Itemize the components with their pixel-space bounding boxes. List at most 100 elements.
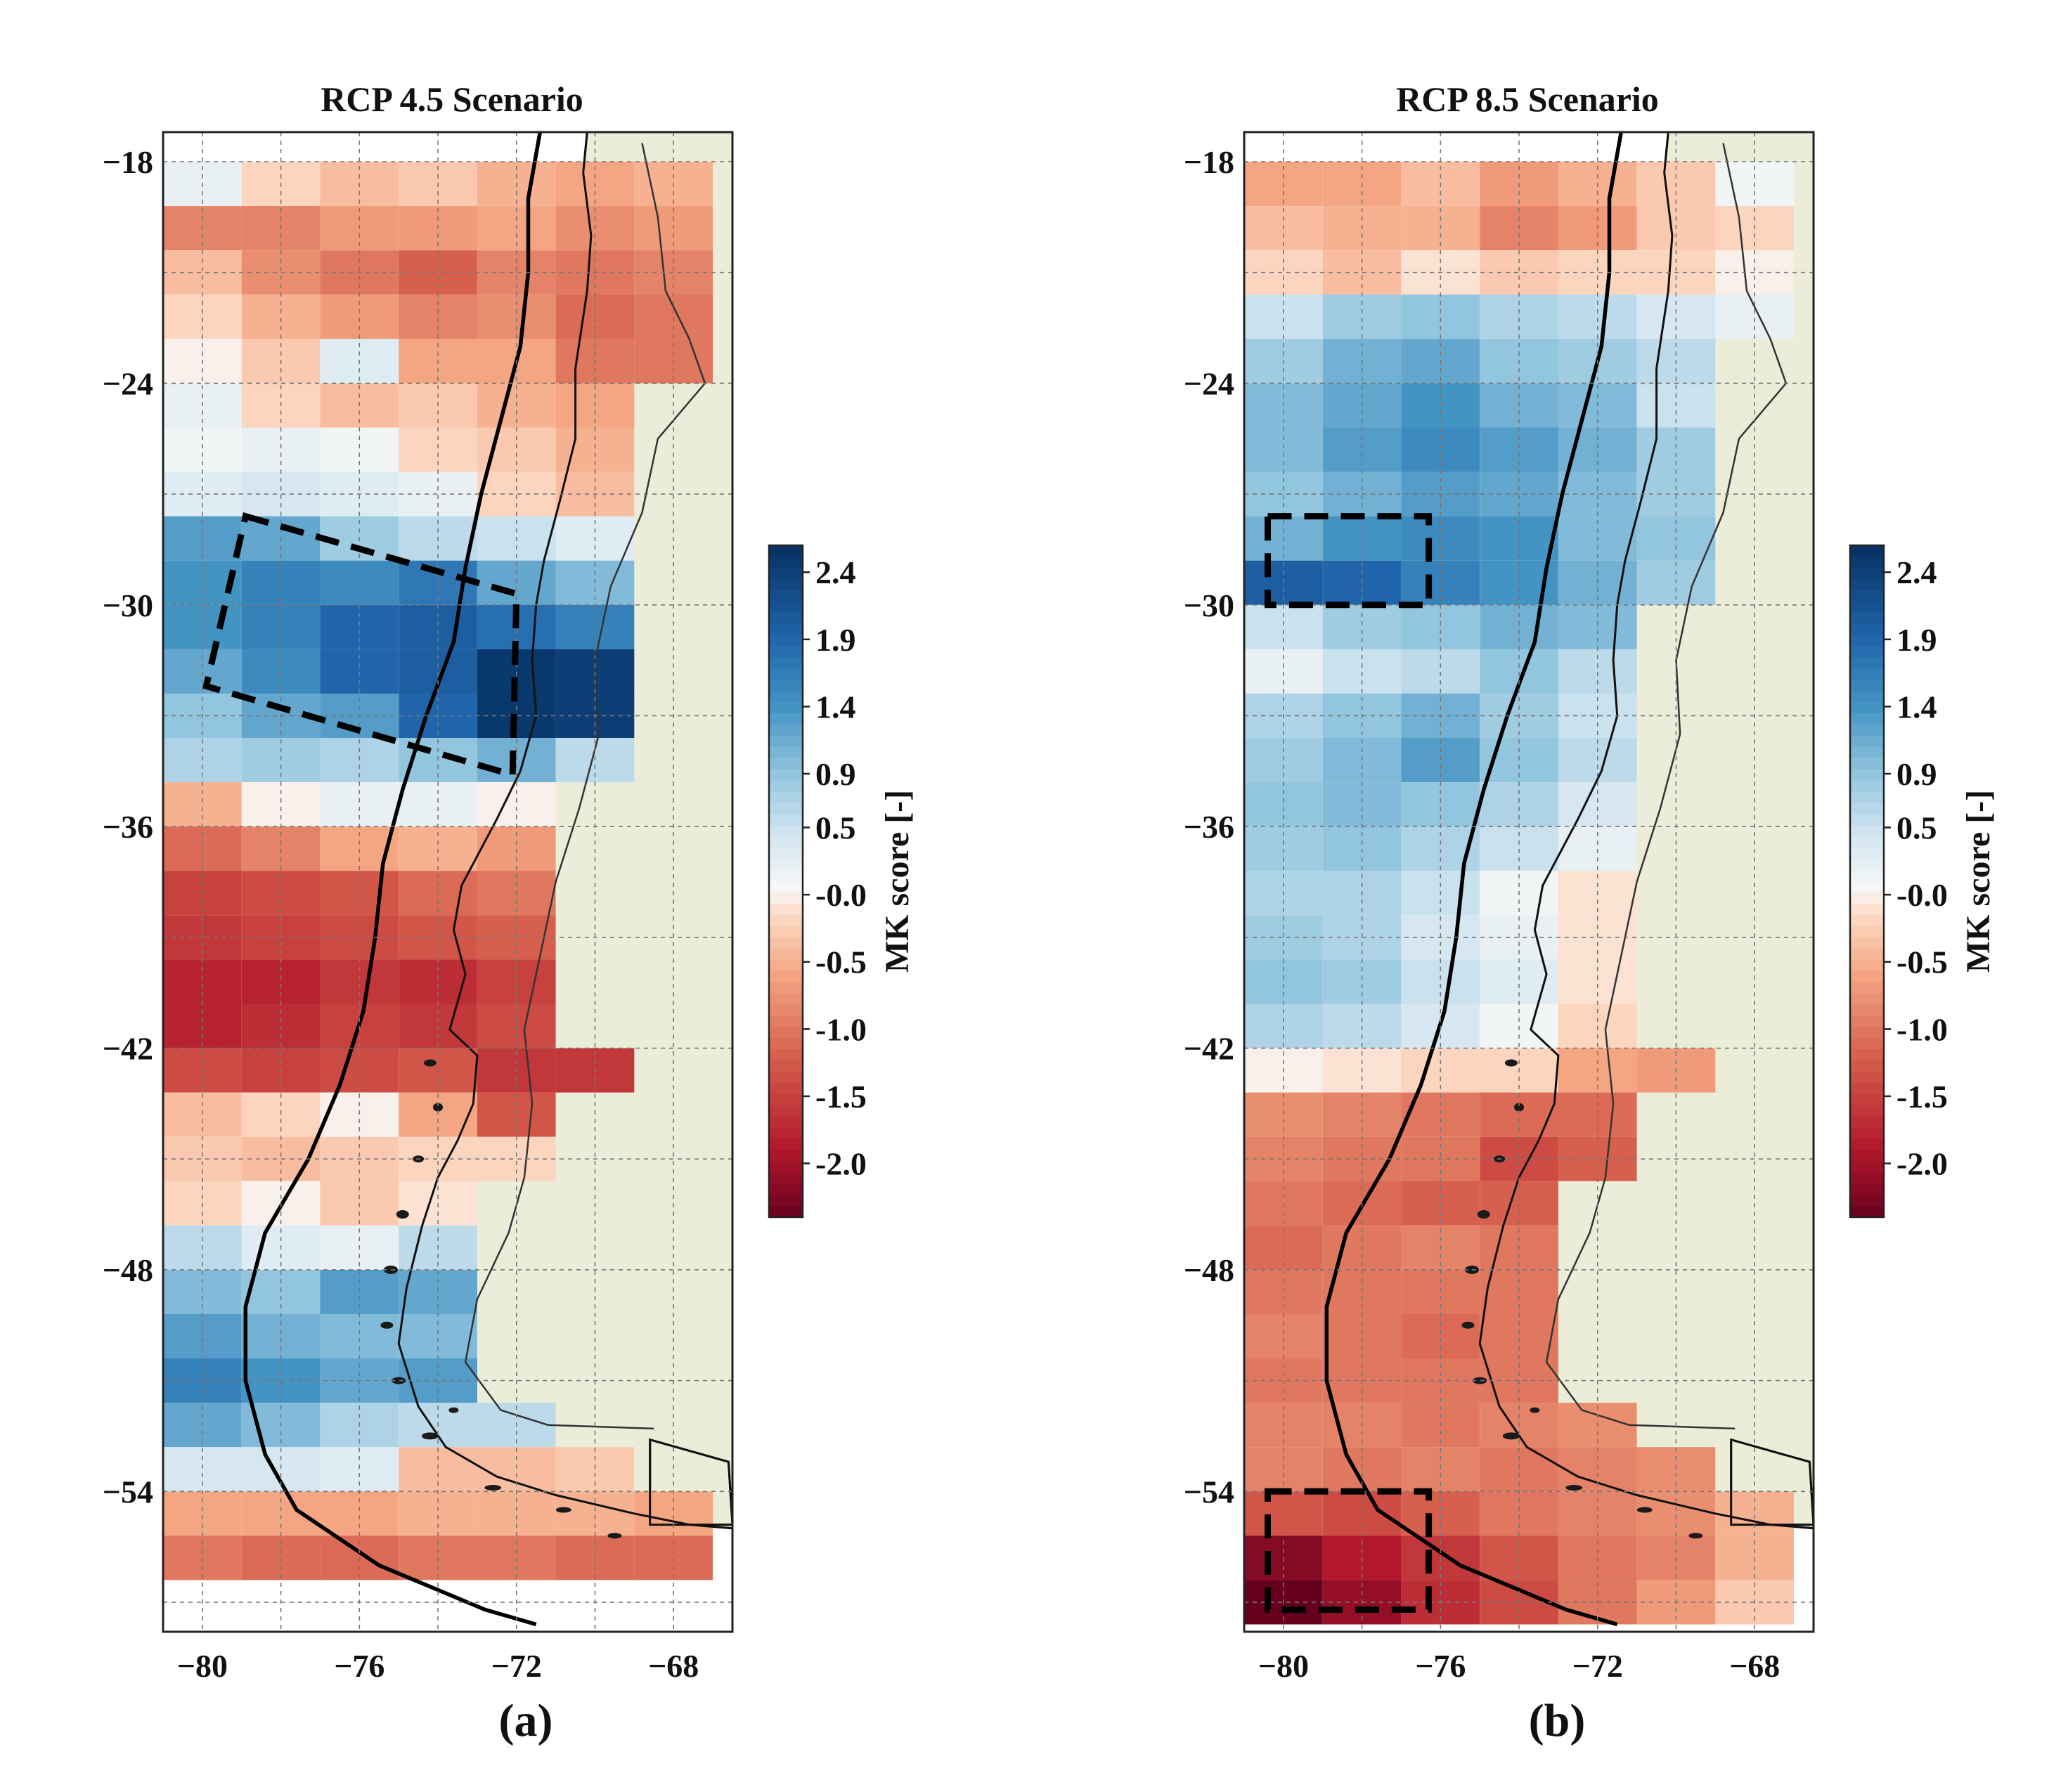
colorbar-segment (1850, 1082, 1884, 1095)
colorbar-segment (769, 993, 803, 1005)
y-tick-label: −48 (1184, 1252, 1234, 1288)
x-tick-label: −68 (648, 1648, 699, 1684)
heatmap-cell (1322, 1491, 1402, 1536)
heatmap-cell (1322, 782, 1402, 827)
island (392, 1377, 406, 1384)
heatmap-cell (1322, 427, 1402, 472)
colorbar-segment (1850, 769, 1884, 781)
heatmap-cell (1558, 959, 1637, 1004)
colorbar-segment (769, 724, 803, 736)
colorbar-segment (769, 848, 803, 859)
colorbar-segment (1850, 601, 1884, 613)
colorbar-segment (1850, 926, 1884, 938)
heatmap-cell (1244, 604, 1323, 649)
colorbar-segment (769, 903, 803, 916)
colorbar-segment (1850, 635, 1884, 647)
heatmap-cell (1636, 427, 1716, 472)
colorbar-segment (1850, 623, 1884, 635)
heatmap-cell (555, 604, 635, 649)
colorbar-segment (1850, 724, 1884, 736)
colorbar-segment (769, 1060, 803, 1072)
heatmap-cell (1244, 959, 1323, 1004)
panel-label: (b) (1529, 1695, 1586, 1746)
heatmap-cell (555, 427, 635, 472)
colorbar-tick-label: 1.9 (815, 622, 856, 658)
colorbar-segment (1850, 848, 1884, 859)
colorbar-tick-label: 0.5 (1896, 810, 1937, 846)
colorbar-segment (769, 1093, 803, 1106)
colorbar-segment (769, 914, 803, 927)
island (396, 1210, 409, 1219)
colorbar-tick-label: 0.5 (815, 810, 856, 846)
colorbar-segment (769, 1105, 803, 1117)
colorbar-segment (1850, 1161, 1884, 1173)
colorbar-segment (769, 556, 803, 569)
colorbar-segment (769, 668, 803, 680)
panel-rcp45: RCP 4.5 Scenario −80 −76 −72 −68 −18 −24 −30 −3… (103, 79, 916, 1746)
colorbar-segment (769, 1161, 803, 1173)
colorbar-segment (1850, 578, 1884, 591)
colorbar-segment (1850, 1027, 1884, 1039)
colorbar-segment (1850, 970, 1884, 982)
colorbar-segment (769, 836, 803, 848)
colorbar-label: MK score [-] (879, 790, 916, 973)
colorbar-segment (1850, 959, 1884, 971)
colorbar-segment (1850, 859, 1884, 871)
heatmap-cell (163, 782, 242, 827)
colorbar-tick-label: -2.0 (815, 1146, 867, 1182)
colorbar-segment (1850, 713, 1884, 725)
colorbar-segment (1850, 1060, 1884, 1072)
colorbar-tick-label: 0.9 (1896, 756, 1937, 792)
colorbar-segment (1850, 735, 1884, 748)
colorbar-segment (769, 881, 803, 893)
heatmap-cell (399, 1314, 477, 1359)
colorbar-tick-label: -1.5 (1896, 1079, 1948, 1115)
y-tick-label: −36 (1184, 809, 1234, 845)
colorbar: 2.4 1.9 1.4 0.9 0.5 -0.0 -0.5 -1.0 -1.5 -2.0 MK sc… (1849, 544, 1997, 1219)
y-tick-label: −24 (103, 365, 153, 401)
colorbar-tick-label: -1.0 (1896, 1011, 1948, 1047)
heatmap-cell (163, 1491, 242, 1536)
colorbar-segment (769, 1049, 803, 1061)
heatmap-cell (399, 959, 477, 1004)
island (1461, 1321, 1475, 1329)
colorbar-tick-label: 2.4 (1896, 554, 1937, 590)
colorbar-segment (769, 623, 803, 635)
island (1504, 1059, 1518, 1067)
colorbar-segment (769, 590, 803, 602)
x-tick-label: −72 (1572, 1648, 1623, 1684)
colorbar-segment (769, 567, 803, 580)
island (1473, 1377, 1487, 1384)
colorbar-segment (769, 635, 803, 647)
island (1514, 1103, 1525, 1112)
colorbar-label: MK score [-] (1960, 790, 1997, 973)
colorbar-tick-label: -0.0 (1896, 877, 1948, 913)
y-tick-label: −18 (1184, 144, 1234, 180)
colorbar-segment (1850, 780, 1884, 793)
island (1688, 1533, 1703, 1539)
heatmap-cell (320, 959, 399, 1004)
colorbar-segment (769, 780, 803, 793)
colorbar-segment (769, 803, 803, 814)
heatmap-cell (399, 782, 477, 827)
colorbar-segment (769, 691, 803, 703)
heatmap-cell (163, 427, 242, 472)
colorbar-segment (1850, 612, 1884, 625)
heatmap-cell (1480, 1314, 1558, 1359)
x-tick-label: −68 (1729, 1648, 1780, 1684)
colorbar-segment (1850, 1004, 1884, 1016)
island (555, 1507, 571, 1513)
heatmap-cell (477, 959, 556, 1004)
heatmap-cell (1480, 604, 1558, 649)
x-tick-label: −76 (1415, 1648, 1466, 1684)
colorbar-segment (769, 970, 803, 982)
axes-frame (162, 131, 734, 1633)
y-tick-label: −30 (103, 587, 153, 623)
colorbar-segment (1850, 948, 1884, 961)
colorbar-segment (1850, 870, 1884, 882)
colorbar-segment (1850, 1183, 1884, 1195)
heatmap-cell (1322, 959, 1402, 1004)
colorbar-tick-label: -0.5 (815, 944, 867, 980)
colorbar-segment (1850, 825, 1884, 837)
colorbar-segment (1850, 590, 1884, 602)
